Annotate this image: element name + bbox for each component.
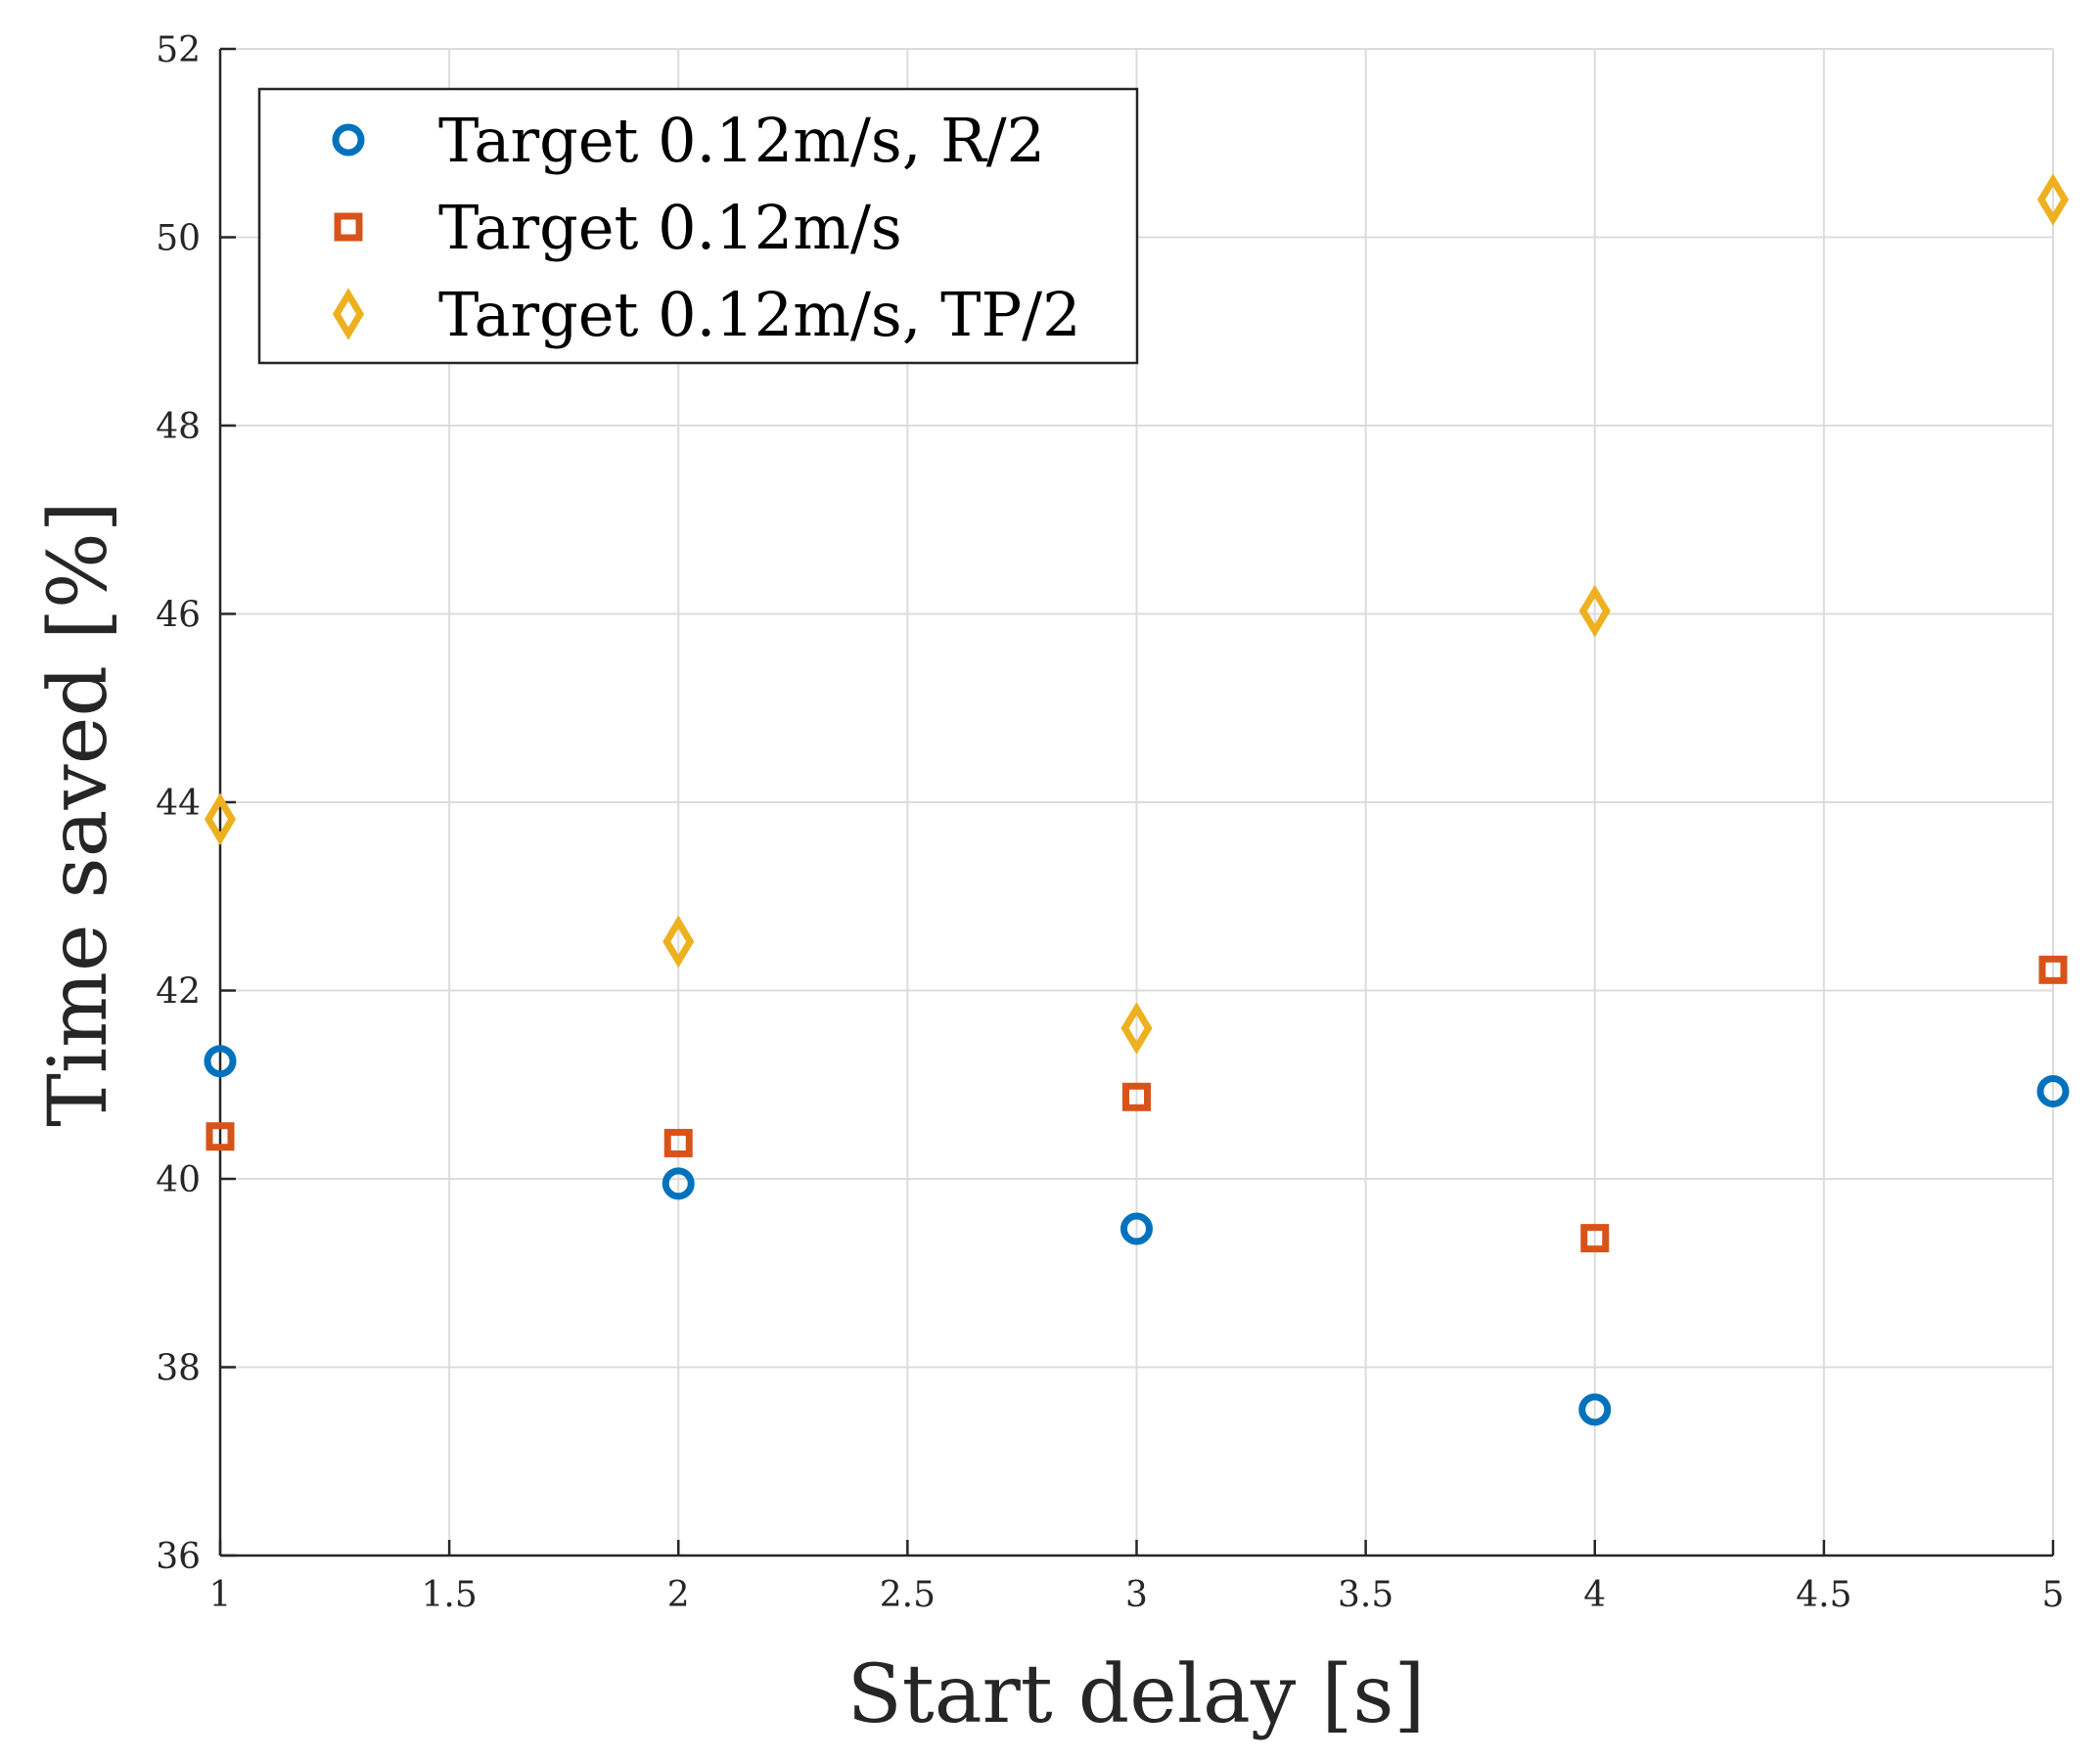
data-point-square bbox=[205, 1122, 235, 1151]
data-point-square bbox=[2038, 955, 2068, 984]
x-tick-label: 2.5 bbox=[880, 1575, 936, 1615]
legend-label: Target 0.12m/s, TP/2 bbox=[438, 279, 1081, 350]
data-point-diamond bbox=[662, 915, 695, 969]
data-point-diamond bbox=[1578, 584, 1611, 638]
y-tick-label: 40 bbox=[156, 1160, 201, 1200]
data-point-diamond bbox=[1120, 1002, 1153, 1055]
data-point-diamond bbox=[204, 792, 237, 846]
y-tick-label: 48 bbox=[156, 407, 201, 447]
y-tick-label: 46 bbox=[156, 596, 201, 636]
x-tick-label: 3.5 bbox=[1338, 1575, 1393, 1615]
y-tick-label: 42 bbox=[156, 972, 201, 1013]
x-tick-label: 1 bbox=[209, 1575, 232, 1615]
x-tick-label: 2 bbox=[667, 1575, 690, 1615]
y-tick-label: 52 bbox=[156, 30, 201, 70]
x-tick-label: 4 bbox=[1583, 1575, 1606, 1615]
tick-labels: 1 1.5 2 2.5 3 3.5 4 4.5 5 36 38 40 42 44 46 48 50 52 bbox=[156, 30, 2064, 1615]
y-tick-label: 50 bbox=[156, 219, 201, 259]
y-axis-label: Time saved [%] bbox=[32, 501, 125, 1127]
data-point-square bbox=[663, 1128, 693, 1157]
x-axis-label: Start delay [s] bbox=[847, 1648, 1426, 1741]
x-tick-label: 1.5 bbox=[421, 1575, 477, 1615]
legend-label: Target 0.12m/s, R/2 bbox=[438, 105, 1045, 176]
legend: Target 0.12m/s, R/2 Target 0.12m/s Target … bbox=[257, 87, 1139, 365]
data-point-circle bbox=[1120, 1212, 1153, 1245]
data-point-diamond bbox=[2036, 173, 2070, 226]
data-points bbox=[204, 173, 2070, 1426]
x-tick-label: 5 bbox=[2042, 1575, 2065, 1615]
legend-marker-circle bbox=[332, 123, 365, 157]
legend-marker-diamond bbox=[332, 288, 365, 340]
data-point-square bbox=[1122, 1082, 1151, 1111]
legend-box bbox=[257, 87, 1139, 365]
y-tick-label: 38 bbox=[156, 1349, 201, 1389]
y-tick-label: 36 bbox=[156, 1537, 201, 1577]
data-point-circle bbox=[2036, 1074, 2070, 1107]
data-point-square bbox=[1580, 1224, 1610, 1253]
y-tick-label: 44 bbox=[156, 784, 201, 824]
data-point-circle bbox=[662, 1167, 695, 1200]
x-tick-label: 3 bbox=[1125, 1575, 1148, 1615]
x-tick-label: 4.5 bbox=[1796, 1575, 1851, 1615]
legend-marker-square bbox=[334, 212, 363, 242]
data-point-circle bbox=[1578, 1393, 1612, 1426]
data-point-circle bbox=[204, 1045, 237, 1078]
legend-label: Target 0.12m/s bbox=[438, 192, 902, 263]
